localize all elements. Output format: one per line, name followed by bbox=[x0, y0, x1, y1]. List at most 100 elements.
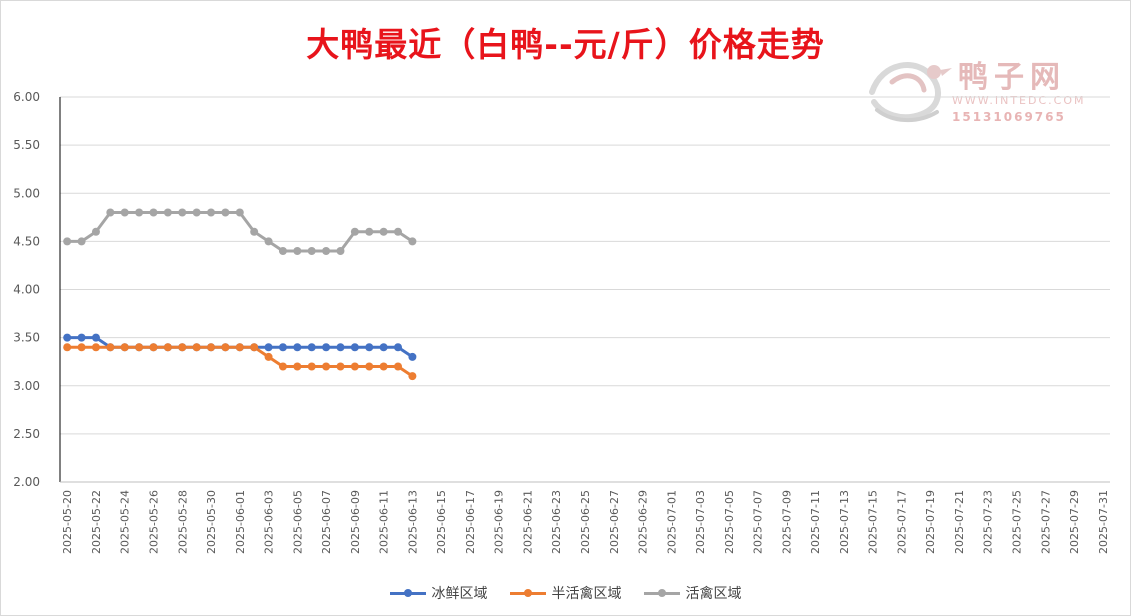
y-tick-label: 5.50 bbox=[13, 138, 40, 152]
data-point bbox=[307, 247, 316, 255]
data-point bbox=[178, 343, 187, 352]
legend-item-1: 半活禽区域 bbox=[509, 583, 622, 603]
data-point bbox=[408, 352, 417, 361]
series-lines bbox=[67, 211, 414, 378]
legend-label: 冰鲜区域 bbox=[431, 586, 488, 602]
data-point bbox=[264, 352, 273, 361]
data-point bbox=[278, 362, 287, 371]
watermark-phone: 15131069765 bbox=[952, 110, 1066, 124]
legend-swatch bbox=[509, 586, 546, 600]
data-point bbox=[365, 227, 374, 236]
data-point bbox=[149, 343, 158, 352]
data-point bbox=[135, 208, 144, 217]
data-point bbox=[91, 333, 100, 342]
data-point bbox=[63, 343, 72, 352]
data-point bbox=[336, 343, 345, 352]
y-tick-label: 4.00 bbox=[13, 283, 40, 297]
data-point bbox=[336, 362, 345, 371]
data-point bbox=[163, 343, 172, 352]
data-point bbox=[207, 343, 216, 352]
chart-legend: 冰鲜区域 半活禽区域 活禽区域 bbox=[0, 583, 1131, 603]
gridlines bbox=[60, 96, 1110, 435]
x-tick-label: 2025-06-19 bbox=[493, 490, 506, 554]
watermark-name: 鸭子网 bbox=[958, 60, 1066, 95]
y-tick-label: 4.50 bbox=[13, 234, 40, 248]
x-tick-label: 2025-06-17 bbox=[464, 490, 477, 554]
x-tick-label: 2025-06-05 bbox=[291, 490, 304, 554]
data-point bbox=[149, 208, 158, 217]
y-tick-label: 2.50 bbox=[13, 427, 40, 441]
legend-label: 活禽区域 bbox=[685, 586, 742, 602]
x-tick-label: 2025-07-13 bbox=[838, 490, 851, 554]
x-tick-label: 2025-06-23 bbox=[550, 490, 563, 554]
data-point bbox=[350, 343, 359, 352]
series-line-1 bbox=[67, 345, 414, 378]
x-tick-label: 2025-05-26 bbox=[147, 490, 160, 554]
x-tick-label: 2025-06-03 bbox=[263, 490, 276, 554]
x-tick-label: 2025-07-01 bbox=[665, 490, 678, 554]
data-point bbox=[192, 208, 201, 217]
data-point bbox=[207, 208, 216, 217]
duck-logo-icon bbox=[869, 62, 952, 123]
legend-swatch bbox=[389, 586, 426, 600]
data-point bbox=[394, 343, 403, 352]
x-tick-label: 2025-06-27 bbox=[608, 490, 621, 554]
legend-swatch bbox=[643, 586, 680, 600]
x-tick-label: 2025-07-23 bbox=[982, 490, 995, 554]
y-tick-label: 6.00 bbox=[13, 90, 40, 104]
x-tick-label: 2025-06-07 bbox=[320, 490, 333, 554]
axes bbox=[59, 97, 1110, 483]
data-point bbox=[379, 362, 388, 371]
legend-label: 半活禽区域 bbox=[551, 586, 622, 602]
x-tick-label: 2025-06-13 bbox=[406, 490, 419, 554]
data-point bbox=[264, 237, 273, 246]
data-point bbox=[77, 237, 86, 246]
data-point bbox=[235, 208, 244, 217]
x-tick-label: 2025-06-11 bbox=[378, 490, 391, 554]
data-point bbox=[120, 343, 129, 352]
y-tick-label: 3.50 bbox=[13, 331, 40, 345]
x-tick-label: 2025-07-03 bbox=[694, 490, 707, 554]
data-point bbox=[408, 372, 417, 381]
data-point bbox=[307, 362, 316, 371]
data-point bbox=[221, 208, 230, 217]
x-tick-label: 2025-06-01 bbox=[234, 490, 247, 554]
data-point bbox=[293, 362, 302, 371]
data-point bbox=[307, 343, 316, 352]
x-tick-label: 2025-07-29 bbox=[1068, 490, 1081, 554]
data-point bbox=[178, 208, 187, 217]
x-tick-label: 2025-05-24 bbox=[119, 490, 132, 554]
data-point bbox=[120, 208, 129, 217]
x-tick-label: 2025-07-11 bbox=[809, 490, 822, 554]
data-point bbox=[91, 343, 100, 352]
data-point bbox=[322, 362, 331, 371]
x-tick-label: 2025-07-31 bbox=[1097, 490, 1110, 554]
x-tick-label: 2025-05-20 bbox=[61, 490, 74, 554]
data-point bbox=[278, 247, 287, 255]
data-point bbox=[322, 247, 331, 255]
x-tick-label: 2025-07-15 bbox=[867, 490, 880, 554]
data-point bbox=[350, 362, 359, 371]
chart-title: 大鸭最近（白鸭--元/斤）价格走势 bbox=[306, 25, 825, 64]
data-point bbox=[250, 343, 259, 352]
x-axis-tick-labels: 2025-05-20 2025-05-22 2025-05-24 2025-05-26… bbox=[61, 490, 1110, 554]
data-point bbox=[77, 333, 86, 342]
x-tick-label: 2025-07-21 bbox=[953, 490, 966, 554]
data-point bbox=[63, 237, 72, 246]
x-tick-label: 2025-07-09 bbox=[780, 490, 793, 554]
x-tick-label: 2025-07-25 bbox=[1011, 490, 1024, 554]
data-point bbox=[250, 227, 259, 236]
x-tick-label: 2025-07-07 bbox=[752, 490, 765, 554]
y-tick-label: 2.00 bbox=[13, 475, 40, 489]
data-point bbox=[350, 227, 359, 236]
data-point bbox=[192, 343, 201, 352]
data-point bbox=[77, 343, 86, 352]
x-tick-label: 2025-07-27 bbox=[1039, 490, 1052, 554]
data-point bbox=[379, 227, 388, 236]
legend-item-2: 活禽区域 bbox=[643, 583, 742, 603]
data-point bbox=[394, 227, 403, 236]
data-point bbox=[365, 362, 374, 371]
data-point bbox=[293, 247, 302, 255]
data-point bbox=[336, 247, 345, 255]
